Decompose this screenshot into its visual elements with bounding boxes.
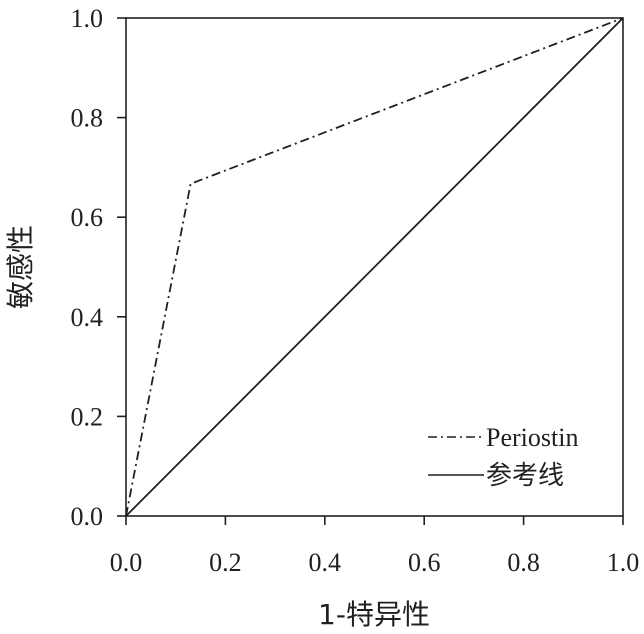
y-axis-ticks: 0.0 0.2 0.4 0.6 0.8 1.0: [71, 4, 126, 531]
x-axis-ticks: 0.0 0.2 0.4 0.6 0.8 1.0: [110, 516, 640, 577]
plot-frame: [125, 17, 624, 517]
y-tick-label: 0.6: [71, 203, 104, 232]
periostin-roc-curve: [125, 17, 624, 517]
x-tick-label: 0.0: [110, 548, 143, 577]
y-tick-label: 0.2: [71, 402, 104, 431]
y-tick-label: 1.0: [71, 4, 104, 33]
y-tick-label: 0.8: [71, 104, 104, 133]
series-layer: [125, 17, 624, 517]
y-axis-title: 敏感性: [4, 225, 37, 309]
x-tick-label: 0.2: [209, 548, 242, 577]
x-tick-label: 1.0: [607, 548, 640, 577]
x-axis-title: 1-特异性: [318, 598, 430, 631]
legend-label-reference: 参考线: [486, 461, 564, 490]
legend: Periostin 参考线: [428, 423, 578, 490]
x-tick-label: 0.8: [507, 548, 540, 577]
y-tick-label: 0.4: [71, 303, 104, 332]
reference-line: [125, 17, 624, 517]
x-tick-label: 0.6: [408, 548, 441, 577]
legend-label-periostin: Periostin: [486, 423, 578, 452]
y-tick-label: 0.0: [71, 502, 104, 531]
x-tick-label: 0.4: [309, 548, 342, 577]
